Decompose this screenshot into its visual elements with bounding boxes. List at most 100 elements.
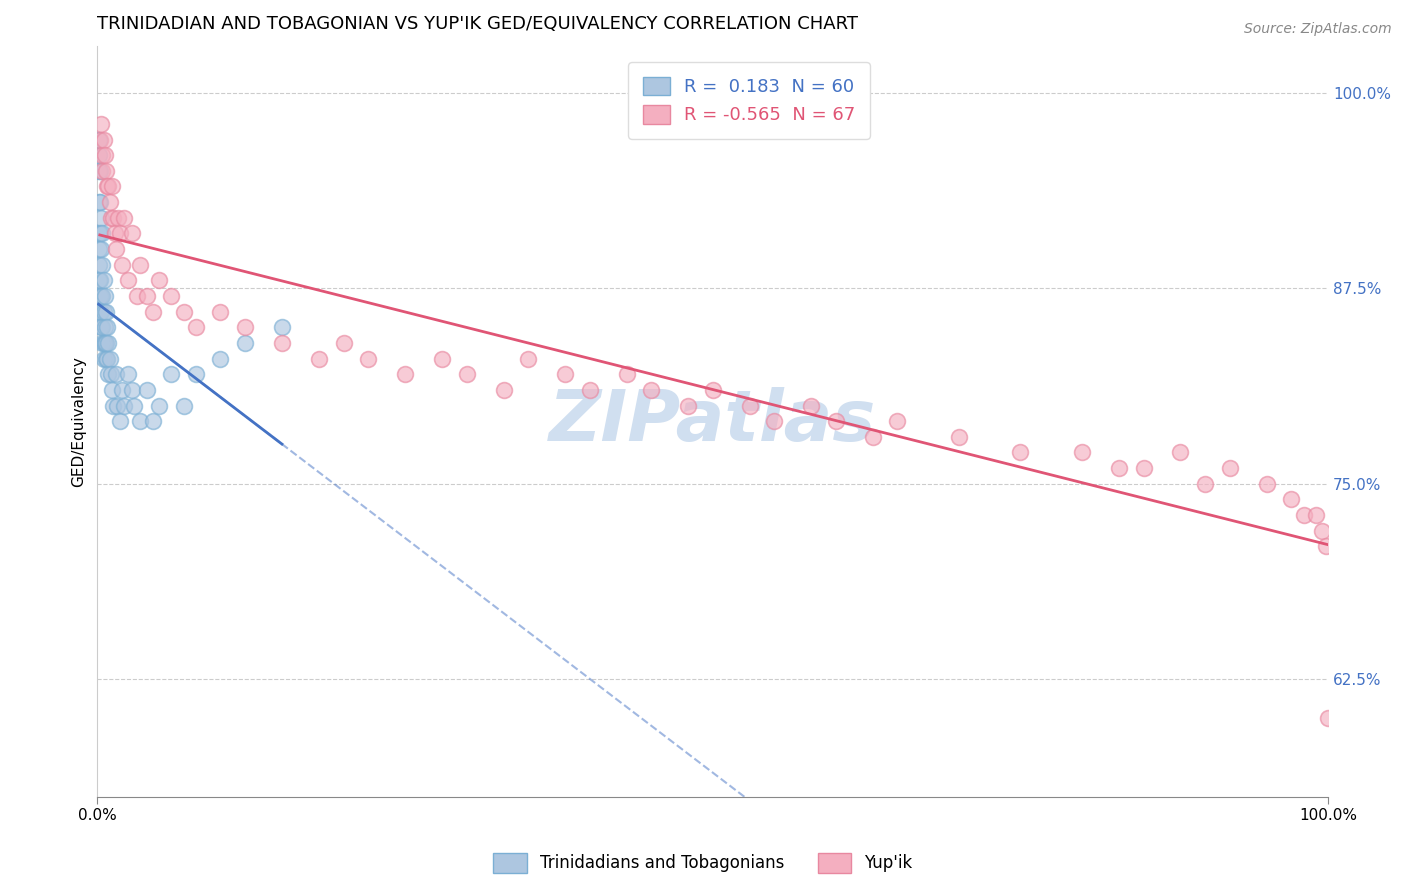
Point <box>148 399 170 413</box>
Point <box>93 132 115 146</box>
Point <box>96 320 118 334</box>
Point <box>1315 539 1337 553</box>
Point <box>89 164 111 178</box>
Point <box>1108 461 1130 475</box>
Point <box>357 351 380 366</box>
Point <box>121 383 143 397</box>
Point <box>148 273 170 287</box>
Point <box>160 368 183 382</box>
Point <box>93 320 115 334</box>
Point <box>87 273 110 287</box>
Point <box>129 414 152 428</box>
Point <box>87 195 110 210</box>
Point <box>87 258 110 272</box>
Point <box>89 289 111 303</box>
Point <box>209 351 232 366</box>
Point <box>173 304 195 318</box>
Point <box>308 351 330 366</box>
Y-axis label: GED/Equivalency: GED/Equivalency <box>72 356 86 487</box>
Point <box>111 258 134 272</box>
Legend: R =  0.183  N = 60, R = -0.565  N = 67: R = 0.183 N = 60, R = -0.565 N = 67 <box>628 62 870 139</box>
Point <box>91 164 114 178</box>
Point <box>93 335 115 350</box>
Point <box>1194 476 1216 491</box>
Point <box>90 211 112 225</box>
Point <box>117 273 139 287</box>
Point <box>94 335 117 350</box>
Point <box>91 227 114 241</box>
Point <box>104 368 127 382</box>
Point <box>135 383 157 397</box>
Point <box>96 351 118 366</box>
Point <box>456 368 478 382</box>
Point <box>676 399 699 413</box>
Point <box>129 258 152 272</box>
Point <box>105 399 128 413</box>
Point <box>91 148 114 162</box>
Point <box>184 368 207 382</box>
Point <box>1010 445 1032 459</box>
Point <box>1219 461 1241 475</box>
Point <box>824 414 846 428</box>
Point <box>103 399 125 413</box>
Point <box>862 430 884 444</box>
Point <box>91 289 114 303</box>
Point <box>1071 445 1094 459</box>
Point <box>112 399 135 413</box>
Point <box>91 258 114 272</box>
Point <box>142 304 165 318</box>
Point <box>89 195 111 210</box>
Point <box>87 164 110 178</box>
Point <box>90 304 112 318</box>
Point <box>101 383 124 397</box>
Point <box>616 368 638 382</box>
Point <box>554 368 576 382</box>
Point <box>233 320 256 334</box>
Point <box>492 383 515 397</box>
Point <box>578 383 600 397</box>
Point <box>108 414 131 428</box>
Point <box>87 132 110 146</box>
Legend: Trinidadians and Tobagonians, Yup'ik: Trinidadians and Tobagonians, Yup'ik <box>486 847 920 880</box>
Point <box>93 148 115 162</box>
Point <box>97 179 120 194</box>
Point <box>332 335 354 350</box>
Point <box>94 304 117 318</box>
Point <box>1310 524 1333 538</box>
Point <box>89 304 111 318</box>
Point <box>394 368 416 382</box>
Point <box>104 242 127 256</box>
Point <box>271 335 294 350</box>
Point <box>98 351 121 366</box>
Point <box>93 289 115 303</box>
Text: TRINIDADIAN AND TOBAGONIAN VS YUP'IK GED/EQUIVALENCY CORRELATION CHART: TRINIDADIAN AND TOBAGONIAN VS YUP'IK GED… <box>97 15 858 33</box>
Point <box>517 351 540 366</box>
Point <box>91 320 114 334</box>
Point <box>108 227 131 241</box>
Point <box>271 320 294 334</box>
Point <box>90 320 112 334</box>
Point <box>135 289 157 303</box>
Point <box>94 164 117 178</box>
Point <box>233 335 256 350</box>
Point <box>640 383 662 397</box>
Point <box>98 195 121 210</box>
Point <box>87 227 110 241</box>
Point <box>1256 476 1278 491</box>
Point <box>117 368 139 382</box>
Point <box>112 211 135 225</box>
Point <box>702 383 724 397</box>
Point <box>430 351 453 366</box>
Point <box>160 289 183 303</box>
Text: Source: ZipAtlas.com: Source: ZipAtlas.com <box>1244 22 1392 37</box>
Point <box>209 304 232 318</box>
Point <box>90 242 112 256</box>
Point <box>89 132 111 146</box>
Point <box>103 227 125 241</box>
Point <box>763 414 786 428</box>
Point <box>1292 508 1315 522</box>
Point <box>89 273 111 287</box>
Point <box>738 399 761 413</box>
Point <box>96 179 118 194</box>
Point <box>948 430 970 444</box>
